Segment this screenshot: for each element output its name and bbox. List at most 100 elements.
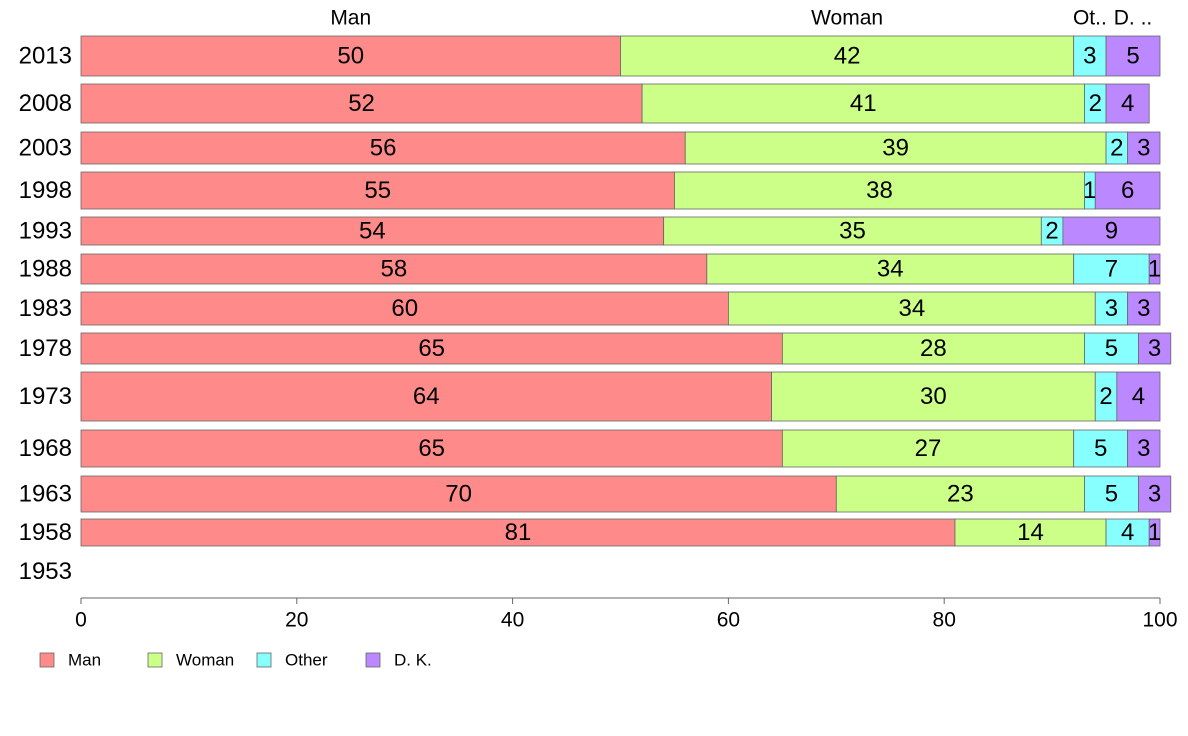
legend-label-woman: Woman [176,651,234,670]
value-label-woman-2003: 39 [882,135,909,162]
value-label-woman-1983: 34 [898,295,925,322]
value-label-other-1998: 1 [1083,177,1096,204]
year-label-1988: 1988 [19,256,72,283]
value-label-d-k-1993: 9 [1105,218,1118,245]
value-label-d-k-2008: 4 [1121,90,1134,117]
value-label-d-k-1968: 3 [1137,435,1150,462]
value-label-d-k-2013: 5 [1126,43,1139,70]
value-label-man-1998: 55 [364,177,391,204]
bar-woman-1993 [663,216,1042,246]
bar-other-1978 [1084,332,1139,365]
bars-group: 50 42 3 552 41 2 456 39 2 355 38 1 654 35 2 958 34 7 160 34… [80,35,1172,547]
value-label-d-k-1973: 4 [1132,383,1145,410]
value-label-woman-1968: 27 [915,435,942,462]
bar-woman-1978 [781,332,1085,365]
bar-man-1963 [80,475,837,513]
legend-swatch-woman [147,652,163,668]
x-tick-label-0: 0 [75,609,87,632]
bar-man-2008 [80,83,643,124]
bar-man-1993 [80,216,665,246]
bar-woman-2003 [684,131,1107,165]
value-label-woman-2008: 41 [850,90,877,117]
bar-woman-1998 [674,171,1085,210]
year-label-1973: 1973 [19,383,72,410]
year-label-1998: 1998 [19,177,72,204]
value-label-woman-1958: 14 [1017,519,1044,546]
x-tick-label-20: 20 [285,609,308,632]
value-label-d-k-1983: 3 [1137,295,1150,322]
legend-swatch-d-k [365,652,381,668]
value-label-woman-1973: 30 [920,383,947,410]
value-label-d-k-1988: 1 [1148,256,1161,283]
bar-d-k-2013 [1105,35,1161,77]
bar-d-k-1998 [1094,171,1161,210]
bar-other-1983 [1094,291,1129,326]
bar-d-k-1978 [1138,332,1172,365]
bar-woman-1983 [728,291,1096,326]
value-label-man-2013: 50 [337,43,364,70]
value-label-other-2008: 2 [1089,90,1102,117]
bar-d-k-2008 [1105,83,1150,124]
legend-label-man: Man [68,651,101,670]
bar-man-2013 [80,35,621,77]
x-tick-label-60: 60 [717,609,740,632]
bar-man-1998 [80,171,675,210]
value-label-man-1963: 70 [445,481,472,508]
bar-woman-2013 [620,35,1075,77]
value-label-man-1973: 64 [413,383,440,410]
value-label-man-1988: 58 [381,256,408,283]
value-label-woman-1993: 35 [839,218,866,245]
year-label-1958: 1958 [19,519,72,546]
bar-other-1968 [1073,429,1129,468]
bar-woman-1963 [835,475,1085,513]
year-label-1953: 1953 [19,558,72,585]
value-label-man-1993: 54 [359,218,386,245]
bar-woman-1958 [954,518,1107,547]
value-label-man-1958: 81 [505,519,532,546]
legend-swatch-other [256,652,272,668]
value-label-other-1978: 5 [1105,335,1118,362]
value-label-man-1968: 65 [418,435,445,462]
value-label-other-2013: 3 [1083,43,1096,70]
column-headers: Man Woman Ot.. D. .. [330,7,1152,30]
year-label-1983: 1983 [19,295,72,322]
x-axis: 0 20 40 60 80 100 [75,597,1178,632]
year-label-2003: 2003 [19,135,72,162]
bar-d-k-2003 [1127,131,1161,165]
value-label-man-2003: 56 [370,135,397,162]
value-label-other-1988: 7 [1105,256,1118,283]
year-label-2008: 2008 [19,90,72,117]
x-tick-label-80: 80 [933,609,956,632]
bar-d-k-1968 [1127,429,1161,468]
value-label-woman-2013: 42 [834,43,861,70]
bar-d-k-1983 [1127,291,1161,326]
year-labels: 2013 2008 2003 1998 1993 1988 1983 1978 1973 1968… [19,43,72,586]
bar-man-2003 [80,131,686,165]
value-label-woman-1978: 28 [920,335,947,362]
value-label-woman-1998: 38 [866,177,893,204]
value-label-other-1958: 4 [1121,519,1134,546]
bar-man-1958 [80,518,956,547]
value-label-d-k-2003: 3 [1137,135,1150,162]
bar-d-k-1963 [1138,475,1172,513]
value-label-woman-1963: 23 [947,481,974,508]
value-label-d-k-1963: 3 [1148,481,1161,508]
legend-label-d-k: D. K. [394,651,432,670]
year-label-1978: 1978 [19,335,72,362]
value-label-woman-1988: 34 [877,256,904,283]
value-label-other-1968: 5 [1094,435,1107,462]
legend-label-other: Other [285,651,328,670]
legend-swatch-man [39,652,55,668]
bar-man-1973 [80,371,772,422]
bar-d-k-1993 [1062,216,1161,246]
column-header-d-k: D. .. [1114,7,1153,30]
value-label-other-1983: 3 [1105,295,1118,322]
value-label-man-1983: 60 [391,295,418,322]
bar-other-1963 [1084,475,1139,513]
bar-other-1988 [1073,253,1150,285]
bar-d-k-1973 [1116,371,1161,422]
value-label-other-1993: 2 [1045,218,1058,245]
bar-woman-1968 [781,429,1075,468]
x-tick-label-100: 100 [1142,609,1177,632]
